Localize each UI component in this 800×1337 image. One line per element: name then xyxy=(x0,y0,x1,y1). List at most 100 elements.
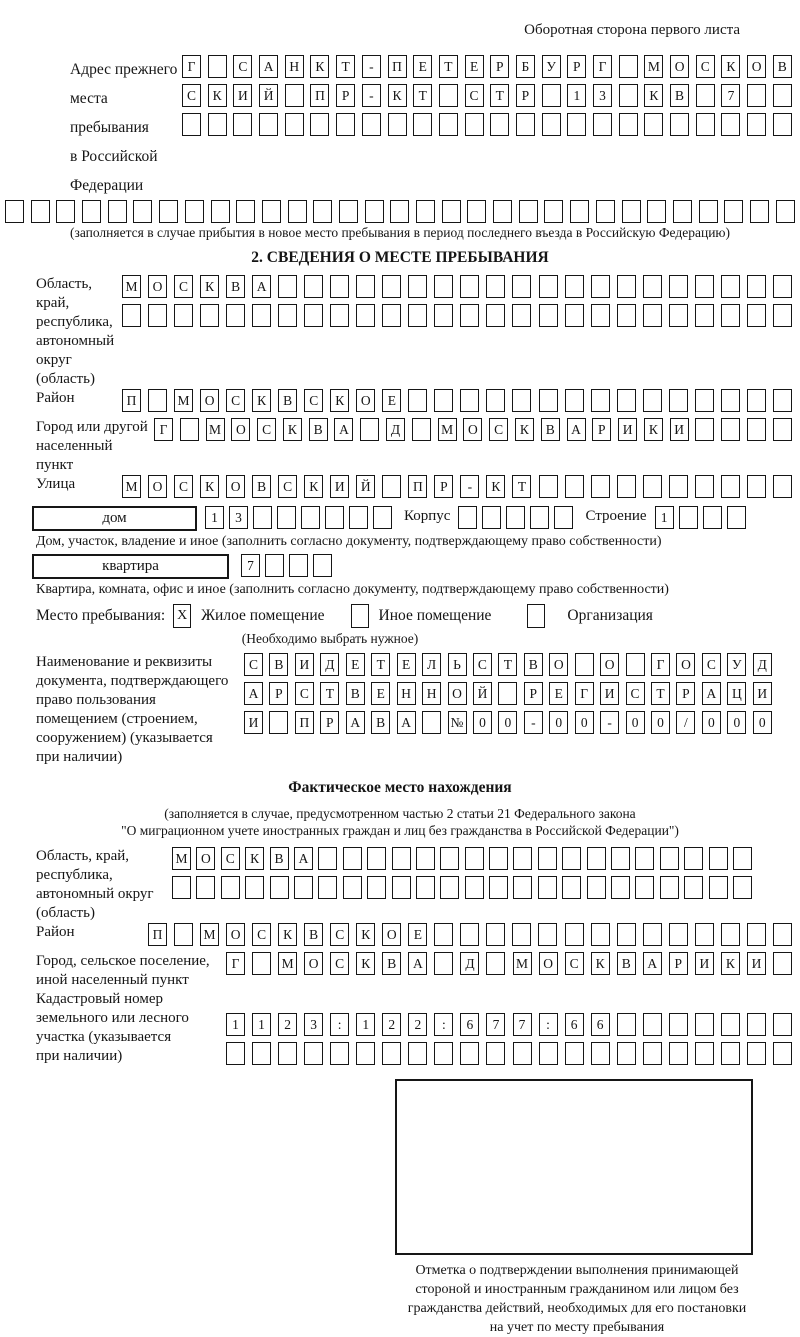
char-cell[interactable]: : xyxy=(330,1013,350,1036)
char-cell[interactable]: О xyxy=(600,653,620,676)
char-cell-empty[interactable] xyxy=(772,1013,792,1036)
char-cell[interactable]: С xyxy=(695,55,715,78)
char-cell[interactable]: С xyxy=(233,55,253,78)
char-cell-empty[interactable] xyxy=(593,113,612,136)
char-cell[interactable]: Г xyxy=(182,55,201,78)
char-cell-empty[interactable] xyxy=(721,418,741,441)
char-cell[interactable]: П xyxy=(310,84,330,107)
char-cell-empty[interactable] xyxy=(325,506,344,529)
char-cell-empty[interactable] xyxy=(672,200,692,223)
char-cell-empty[interactable] xyxy=(122,304,141,327)
char-cell[interactable]: В xyxy=(540,418,560,441)
char-cell-empty[interactable] xyxy=(259,113,279,136)
char-cell-empty[interactable] xyxy=(564,475,584,498)
char-cell-empty[interactable] xyxy=(775,200,795,223)
char-cell[interactable]: Р xyxy=(336,84,356,107)
char-cell-empty[interactable] xyxy=(746,1013,766,1036)
char-cell[interactable]: А xyxy=(642,952,662,975)
char-cell[interactable]: 6 xyxy=(460,1013,480,1036)
char-cell-empty[interactable] xyxy=(515,113,535,136)
fact-region-row-2[interactable] xyxy=(172,876,752,899)
char-cell-empty[interactable] xyxy=(434,923,454,946)
char-cell-empty[interactable] xyxy=(367,876,387,899)
char-cell-empty[interactable] xyxy=(772,418,792,441)
char-cell[interactable]: С xyxy=(701,653,721,676)
char-cell-empty[interactable] xyxy=(489,876,509,899)
char-cell[interactable]: К xyxy=(310,55,330,78)
char-cell-empty[interactable] xyxy=(747,113,767,136)
char-cell-empty[interactable] xyxy=(513,847,533,870)
char-cell[interactable]: 1 xyxy=(226,1013,245,1036)
char-cell-empty[interactable] xyxy=(486,923,506,946)
char-cell[interactable]: И xyxy=(746,952,766,975)
char-cell-empty[interactable] xyxy=(512,304,532,327)
char-cell-empty[interactable] xyxy=(694,389,714,412)
char-cell-empty[interactable] xyxy=(574,653,594,676)
char-cell-empty[interactable] xyxy=(172,876,191,899)
char-cell-empty[interactable] xyxy=(732,847,752,870)
char-cell[interactable]: Й xyxy=(356,475,376,498)
char-cell[interactable]: Н xyxy=(422,682,442,705)
char-cell-empty[interactable] xyxy=(82,200,102,223)
char-cell-empty[interactable] xyxy=(668,475,688,498)
char-cell-empty[interactable] xyxy=(544,200,564,223)
char-cell[interactable]: 3 xyxy=(593,84,612,107)
char-cell-empty[interactable] xyxy=(562,876,582,899)
char-cell-empty[interactable] xyxy=(611,876,631,899)
char-cell-empty[interactable] xyxy=(772,923,792,946)
char-cell-empty[interactable] xyxy=(513,876,533,899)
char-cell[interactable]: О xyxy=(196,847,216,870)
char-cell-empty[interactable] xyxy=(460,275,480,298)
char-cell[interactable]: С xyxy=(330,952,350,975)
char-cell-empty[interactable] xyxy=(694,1013,714,1036)
char-cell-empty[interactable] xyxy=(695,113,715,136)
char-cell[interactable]: Д xyxy=(320,653,340,676)
char-cell-empty[interactable] xyxy=(570,200,590,223)
char-cell-empty[interactable] xyxy=(512,275,532,298)
flat-number-cells[interactable]: 7 xyxy=(241,554,332,577)
char-cell-empty[interactable] xyxy=(184,200,204,223)
char-cell[interactable]: Е xyxy=(345,653,365,676)
char-cell-empty[interactable] xyxy=(746,1042,766,1065)
char-cell-empty[interactable] xyxy=(541,113,561,136)
char-cell-empty[interactable] xyxy=(746,475,766,498)
char-cell-empty[interactable] xyxy=(304,1042,324,1065)
char-cell[interactable]: Г xyxy=(651,653,670,676)
char-cell-empty[interactable] xyxy=(616,275,636,298)
char-cell[interactable]: Д xyxy=(386,418,406,441)
char-cell[interactable]: 3 xyxy=(304,1013,324,1036)
char-cell[interactable]: С xyxy=(174,275,194,298)
char-cell-empty[interactable] xyxy=(724,200,744,223)
char-cell-empty[interactable] xyxy=(642,275,662,298)
char-cell[interactable]: Е xyxy=(549,682,569,705)
char-cell-empty[interactable] xyxy=(567,113,587,136)
char-cell[interactable]: О xyxy=(382,923,402,946)
char-cell[interactable]: Ь xyxy=(447,653,467,676)
char-cell[interactable]: К xyxy=(252,389,272,412)
char-cell[interactable]: П xyxy=(122,389,141,412)
char-cell-empty[interactable] xyxy=(253,506,272,529)
char-cell-empty[interactable] xyxy=(356,275,376,298)
char-cell-empty[interactable] xyxy=(694,475,714,498)
char-cell[interactable]: М xyxy=(174,389,194,412)
char-cell-empty[interactable] xyxy=(336,113,356,136)
char-cell-empty[interactable] xyxy=(562,847,582,870)
char-cell[interactable]: М xyxy=(205,418,225,441)
char-cell[interactable]: О xyxy=(231,418,251,441)
char-cell-empty[interactable] xyxy=(364,200,384,223)
char-cell-empty[interactable] xyxy=(382,275,402,298)
char-cell[interactable]: О xyxy=(148,475,168,498)
char-cell-empty[interactable] xyxy=(313,200,333,223)
char-cell[interactable]: К xyxy=(721,55,741,78)
char-cell-empty[interactable] xyxy=(564,1042,584,1065)
char-cell-empty[interactable] xyxy=(695,84,715,107)
char-cell[interactable]: К xyxy=(207,84,227,107)
char-cell-empty[interactable] xyxy=(226,1042,245,1065)
char-cell-empty[interactable] xyxy=(694,275,714,298)
char-cell[interactable]: Р xyxy=(515,84,535,107)
char-cell-empty[interactable] xyxy=(506,506,526,529)
char-cell[interactable]: - xyxy=(600,711,620,734)
